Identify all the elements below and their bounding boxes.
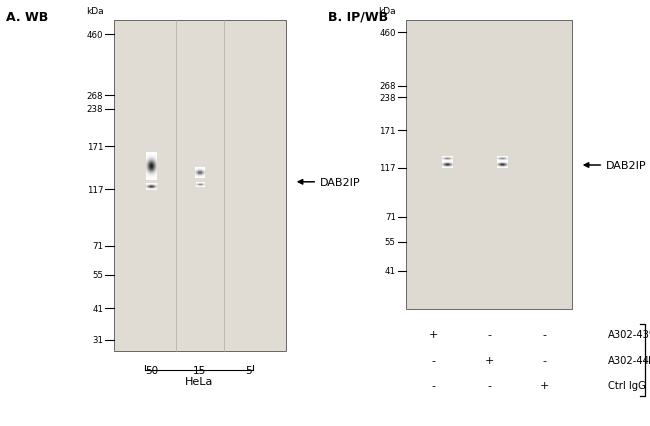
Text: B. IP/WB: B. IP/WB — [328, 11, 389, 23]
Text: 41: 41 — [92, 304, 103, 313]
Text: -: - — [487, 380, 491, 391]
Text: kDa: kDa — [378, 7, 396, 16]
Text: 50: 50 — [145, 365, 158, 375]
Text: kDa: kDa — [86, 7, 103, 16]
Text: 268: 268 — [380, 82, 396, 91]
Text: 55: 55 — [385, 238, 396, 247]
Text: HeLa: HeLa — [185, 376, 213, 386]
Text: 171: 171 — [380, 126, 396, 135]
Text: 238: 238 — [87, 105, 103, 114]
Text: A. WB: A. WB — [6, 11, 49, 23]
Text: DAB2IP: DAB2IP — [320, 177, 360, 187]
Text: -: - — [432, 380, 436, 391]
Text: -: - — [487, 329, 491, 340]
Bar — [114, 21, 286, 351]
Text: DAB2IP: DAB2IP — [606, 161, 646, 170]
Text: 117: 117 — [87, 185, 103, 194]
Text: 55: 55 — [92, 271, 103, 279]
Text: +: + — [540, 380, 549, 391]
Text: -: - — [542, 355, 547, 365]
Text: 460: 460 — [87, 31, 103, 40]
Text: +: + — [429, 329, 439, 340]
Text: 117: 117 — [380, 164, 396, 173]
Text: A302-439A: A302-439A — [608, 329, 650, 340]
Text: 268: 268 — [87, 92, 103, 101]
Text: 238: 238 — [380, 94, 396, 103]
Text: 5: 5 — [245, 365, 252, 375]
Text: A302-440A: A302-440A — [608, 355, 650, 365]
Text: -: - — [432, 355, 436, 365]
Text: Ctrl IgG: Ctrl IgG — [608, 380, 645, 391]
Text: 41: 41 — [385, 267, 396, 276]
Text: 31: 31 — [92, 335, 103, 345]
Text: 15: 15 — [193, 365, 207, 375]
Text: 71: 71 — [92, 242, 103, 251]
Text: -: - — [542, 329, 547, 340]
Bar — [406, 21, 572, 309]
Text: +: + — [484, 355, 494, 365]
Text: 460: 460 — [380, 29, 396, 38]
Text: IP: IP — [648, 355, 650, 365]
Text: 71: 71 — [385, 213, 396, 222]
Text: 171: 171 — [87, 142, 103, 152]
